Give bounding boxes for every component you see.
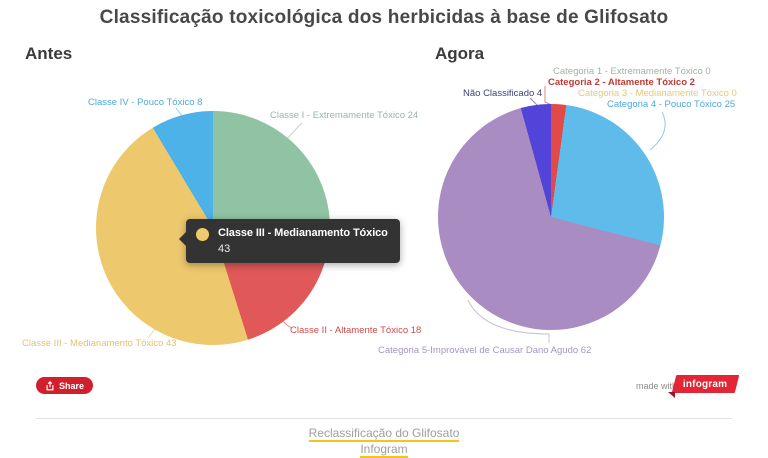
link-reclassificacao[interactable]: Reclassificação do Glifosato <box>308 426 460 442</box>
link-infogram[interactable]: Infogram <box>360 442 408 458</box>
label-categoria-1: Categoria 1 - Extremamente Tóxico 0 <box>553 66 711 77</box>
label-categoria-2: Categoria 2 - Altamente Tóxico 2 <box>548 77 695 88</box>
label-classe-ii: Classe II - Altamente Tóxico 18 <box>290 325 422 336</box>
leader-cat4 <box>649 111 666 151</box>
label-nao-classificado: Não Classificado 4 <box>463 88 543 99</box>
tooltip-value: 43 <box>218 243 231 255</box>
pie-chart-agora[interactable] <box>438 104 664 330</box>
label-classe-iv: Classe IV - Pouco Tóxico 8 <box>88 97 203 108</box>
tooltip-series-dot <box>196 228 209 241</box>
tooltip-arrow <box>179 232 186 246</box>
share-icon <box>46 380 54 390</box>
tooltip-title: Classe III - Medianamento Tóxico <box>218 227 388 239</box>
leader-classe1 <box>285 122 303 141</box>
share-button-label: Share <box>59 380 85 391</box>
infogram-badge-fold <box>668 392 675 398</box>
infogram-badge-label: infogram <box>683 378 728 390</box>
chart-antes-heading: Antes <box>25 44 73 63</box>
made-with-text: made with <box>636 381 678 391</box>
chart-tooltip: Classe III - Medianamento Tóxico 43 <box>179 219 400 263</box>
label-classe-iii: Classe III - Medianamento Tóxico 43 <box>22 338 177 349</box>
leader-classe3 <box>147 328 156 339</box>
page-title: Classificação toxicológica dos herbicida… <box>99 7 669 28</box>
footer-separator <box>36 418 732 419</box>
share-button[interactable]: Share <box>36 377 94 394</box>
label-categoria-4: Categoria 4 - Pouco Tóxico 25 <box>607 99 736 110</box>
chart-agora-heading: Agora <box>435 44 485 63</box>
label-categoria-5: Categoria 5-Improvável de Causar Dano Ag… <box>378 345 592 356</box>
label-categoria-3: Categoria 3 - Medianamente Tóxico 0 <box>578 88 737 99</box>
label-classe-i: Classe I - Extremamente Tóxico 24 <box>270 110 419 121</box>
infogram-badge[interactable]: infogram <box>671 375 740 393</box>
